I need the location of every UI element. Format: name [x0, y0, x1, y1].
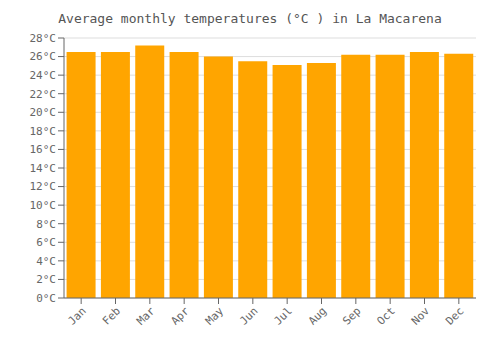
svg-text:4°C: 4°C: [36, 255, 56, 268]
svg-text:8°C: 8°C: [36, 218, 56, 231]
svg-text:0°C: 0°C: [36, 292, 56, 305]
svg-text:28°C: 28°C: [30, 32, 57, 45]
svg-text:14°C: 14°C: [30, 162, 57, 175]
svg-text:Apr: Apr: [169, 304, 193, 328]
svg-text:20°C: 20°C: [30, 106, 57, 119]
svg-text:22°C: 22°C: [30, 88, 57, 101]
svg-text:Jun: Jun: [237, 304, 260, 327]
svg-text:26°C: 26°C: [30, 50, 57, 63]
svg-text:12°C: 12°C: [30, 180, 57, 193]
svg-text:Jul: Jul: [272, 304, 295, 327]
svg-text:Sep: Sep: [340, 304, 363, 327]
svg-text:24°C: 24°C: [30, 69, 57, 82]
svg-text:16°C: 16°C: [30, 143, 57, 156]
svg-text:18°C: 18°C: [30, 125, 57, 138]
svg-text:May: May: [203, 304, 227, 328]
svg-text:Oct: Oct: [375, 304, 398, 327]
svg-text:Nov: Nov: [409, 304, 433, 328]
html-text:Average monthly temperatures (: Average monthly temperatures (°C ) in La…: [58, 11, 442, 26]
svg-text:Feb: Feb: [100, 304, 123, 327]
svg-text:Aug: Aug: [306, 304, 329, 327]
svg-text:2°C: 2°C: [36, 273, 56, 286]
svg-text:6°C: 6°C: [36, 236, 56, 249]
svg-text:Dec: Dec: [443, 304, 466, 327]
svg-text:Jan: Jan: [66, 304, 89, 327]
svg-text:10°C: 10°C: [30, 199, 57, 212]
svg-text:Mar: Mar: [134, 304, 158, 328]
